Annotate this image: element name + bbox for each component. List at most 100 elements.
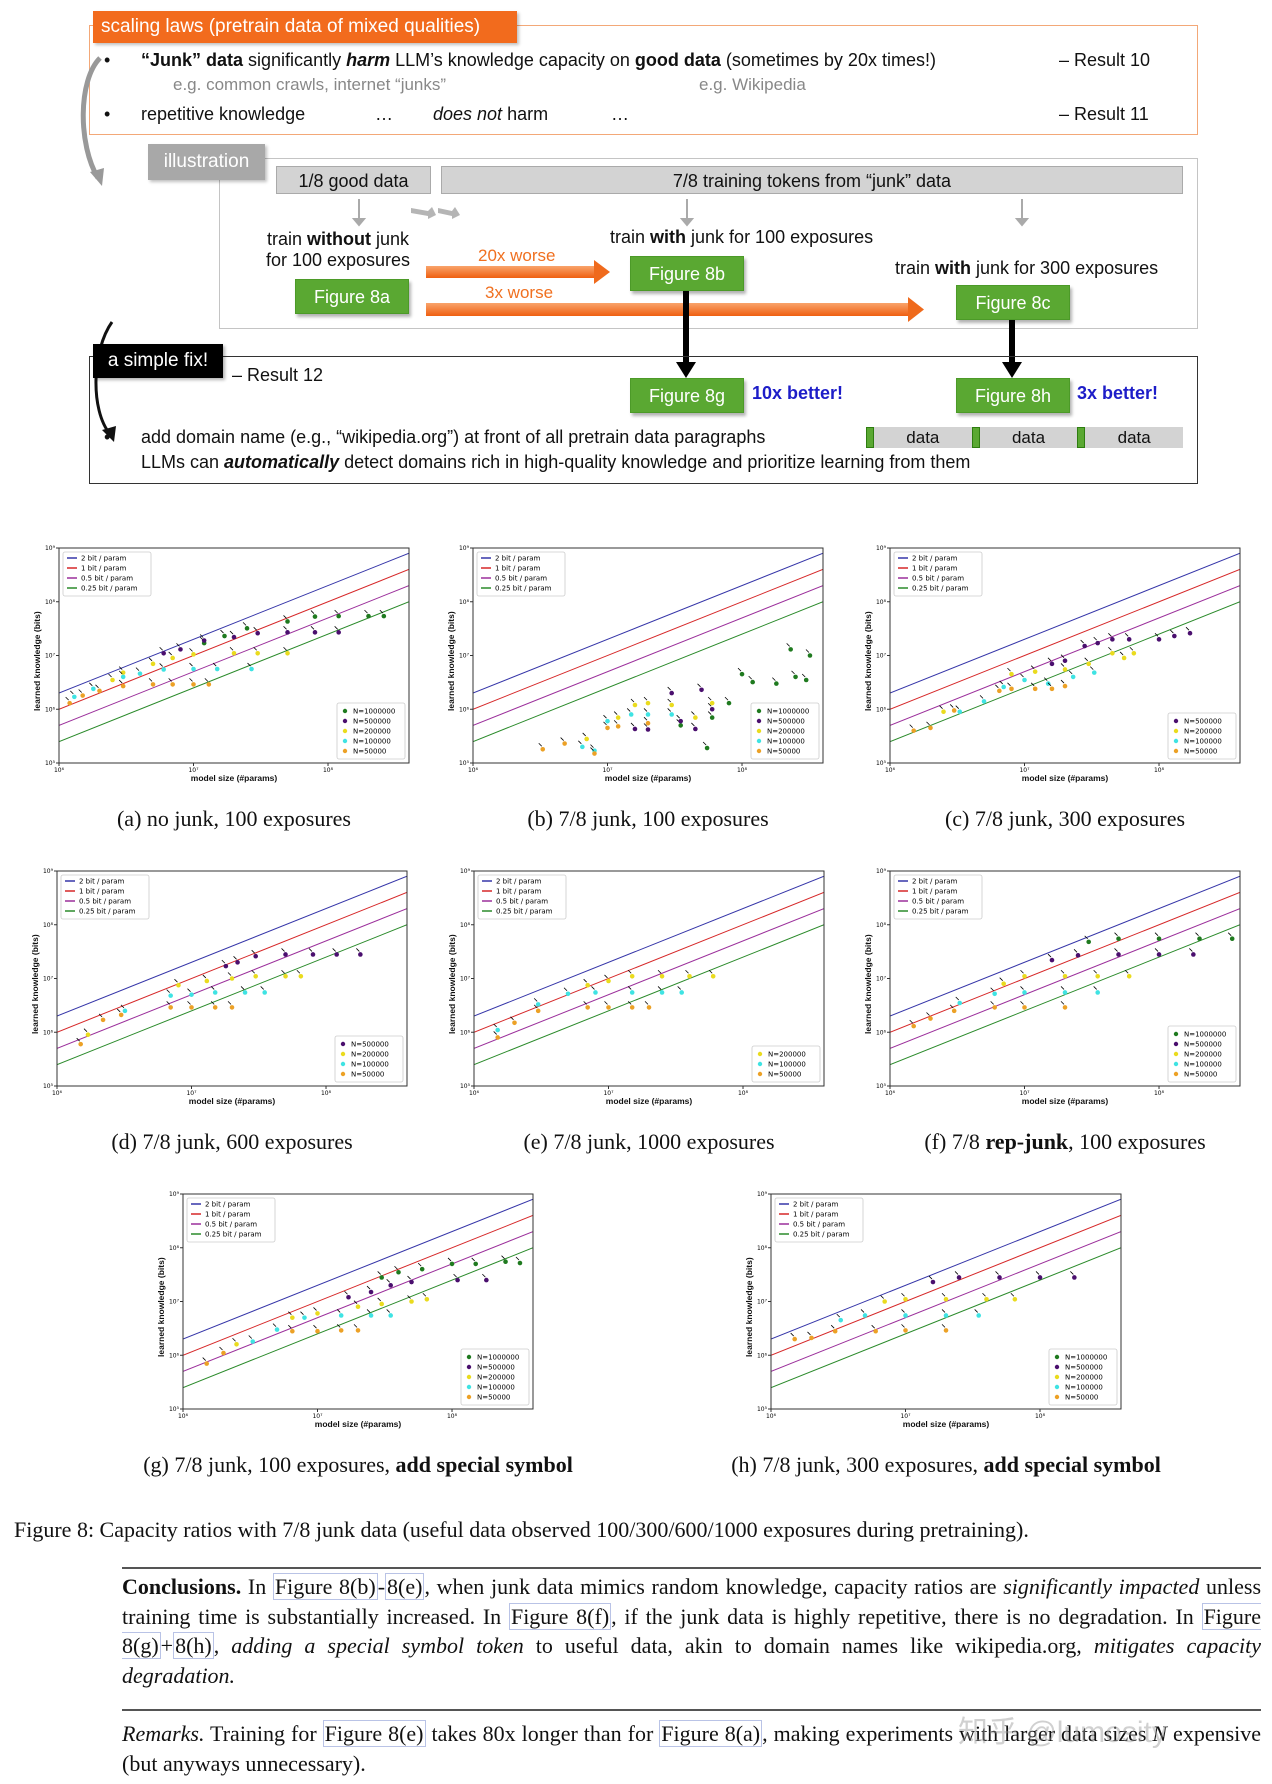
data-point (189, 1005, 194, 1010)
figure-link[interactable]: Figure 8(f) (508, 1602, 612, 1630)
x-tick-label: 10⁷ (188, 767, 199, 774)
figure-link[interactable]: Figure 8(e) (322, 1720, 426, 1747)
point-annotation-tick (627, 1001, 632, 1005)
caption-pre: (g) 7/8 junk, 100 exposures, (143, 1452, 396, 1477)
point-annotation-tick (336, 1309, 341, 1313)
figure-link[interactable]: Figure 8(g) (122, 1602, 1262, 1659)
legend-series: N=1000000 N=500000 N=200000 N=100000 N=50000 (336, 702, 406, 760)
data-point (629, 973, 635, 979)
data-point (943, 1328, 949, 1333)
point-annotation-tick (227, 972, 232, 976)
data-point (645, 720, 651, 726)
point-annotation-tick (187, 1001, 191, 1005)
point-annotation-tick (248, 1335, 253, 1339)
caption-pre: (d) 7/8 junk, 600 exposures (111, 1129, 353, 1154)
x-axis-label: model size (#params) (604, 773, 692, 783)
legend-series-label: N=100000 (351, 1061, 389, 1069)
data-point (605, 718, 610, 724)
legend-line-label: 2 bit / param (495, 555, 541, 563)
data-point (562, 741, 567, 746)
legend-series: N=200000 N=100000 N=50000 (751, 1045, 821, 1083)
x-axis-label: model size (#params) (188, 1096, 276, 1106)
y-tick-label: 10⁶ (460, 1029, 471, 1036)
point-annotation-tick (199, 634, 204, 638)
data-point (1009, 686, 1014, 692)
figure-8a-button[interactable]: Figure 8a (295, 279, 409, 314)
data-segment: data (1077, 427, 1183, 448)
legend-lines: 2 bit / param 1 bit / param 0.5 bit / para… (62, 551, 152, 597)
text: significantly (243, 50, 347, 70)
figure-8b-button[interactable]: Figure 8b (630, 256, 744, 291)
text: junk for 100 exposures (686, 227, 874, 247)
y-tick-label: 10⁸ (876, 599, 887, 606)
data-point (368, 1313, 374, 1318)
x-tick-label: 10⁷ (1019, 767, 1030, 774)
ref-line (59, 601, 409, 743)
data-point (659, 990, 665, 995)
legend-line-label: 0.5 bit / param (496, 898, 548, 906)
junk-data-text: “Junk” data (141, 50, 244, 70)
data-point (388, 1313, 393, 1318)
point-annotation-tick (691, 711, 695, 715)
point-annotation-tick (336, 1324, 341, 1328)
result-10: – Result 10 (1059, 50, 1151, 70)
legend-line-label: 0.25 bit / param (81, 585, 138, 593)
figure-8g-button[interactable]: Figure 8g (630, 378, 744, 413)
figure-link[interactable]: 8(h) (173, 1632, 214, 1659)
data-point (1229, 936, 1235, 942)
data-point (368, 1289, 374, 1295)
y-tick-label: 10⁶ (43, 1029, 54, 1036)
figure-link[interactable]: Figure 8(b) (272, 1573, 378, 1600)
harm-text: harm (346, 50, 391, 70)
point-annotation-tick (954, 1271, 959, 1275)
legend-series: N=500000 N=200000 N=100000 N=50000 (1167, 712, 1237, 760)
x-tick-label: 10⁶ (885, 1090, 896, 1097)
legend-series-label: N=100000 (767, 738, 805, 746)
with-text: with (650, 227, 687, 247)
legend-marker (757, 1051, 763, 1057)
point-annotation-tick (560, 737, 564, 741)
data-point (379, 1301, 384, 1307)
figure-8h-button[interactable]: Figure 8h (956, 378, 1070, 413)
data-point (302, 1315, 307, 1320)
data-point (580, 744, 585, 750)
x-tick-label: 10⁶ (178, 1413, 189, 1420)
legend-lines: 2 bit / param 1 bit / param 0.5 bit / para… (476, 551, 566, 597)
data-point (206, 682, 212, 687)
data-point (338, 1328, 344, 1333)
data-point (249, 666, 254, 672)
point-annotation-tick (999, 680, 1003, 685)
point-annotation-tick (168, 678, 172, 682)
legend-series-label: N=1000000 (1184, 1031, 1226, 1039)
legend-series-label: N=50000 (1065, 1394, 1098, 1402)
x-axis-label: model size (#params) (902, 1419, 990, 1429)
data-point (605, 725, 610, 731)
y-tick-label: 10⁵ (169, 1406, 180, 1413)
figure-8c-button[interactable]: Figure 8c (956, 285, 1070, 320)
point-annotation-tick (220, 629, 224, 634)
figure-link[interactable]: 8(e) (385, 1573, 425, 1600)
figure-link[interactable]: Figure 8(a) (659, 1720, 763, 1747)
legend-line-label: 0.5 bit / param (79, 898, 131, 906)
point-annotation-tick (630, 698, 635, 703)
legend-series: N=1000000 N=500000 N=200000 N=100000 N=50000 (460, 1348, 530, 1406)
legend-line-label: 1 bit / param (205, 1211, 251, 1219)
point-annotation-tick (995, 684, 999, 689)
point-annotation-tick (1154, 948, 1159, 952)
data-point (1095, 990, 1100, 995)
y-axis-label: learned knowledge (bits) (446, 610, 456, 711)
legend-line-label: 2 bit / param (81, 555, 127, 563)
point-annotation-tick (626, 708, 631, 712)
text: junk (370, 229, 410, 249)
point-annotation-tick (98, 1013, 103, 1018)
legend-lines: 2 bit / param 1 bit / param 0.5 bit / para… (477, 874, 567, 920)
y-axis-label: learned knowledge (bits) (744, 1256, 754, 1357)
legend-box (751, 1045, 821, 1083)
ref-line (474, 924, 824, 1066)
legend-series-label: N=50000 (1184, 748, 1217, 756)
legend-series-label: N=500000 (351, 1041, 389, 1049)
point-annotation-tick (1060, 969, 1065, 974)
data-point (956, 1275, 962, 1280)
data-point (584, 736, 589, 742)
point-annotation-tick (407, 1275, 411, 1280)
